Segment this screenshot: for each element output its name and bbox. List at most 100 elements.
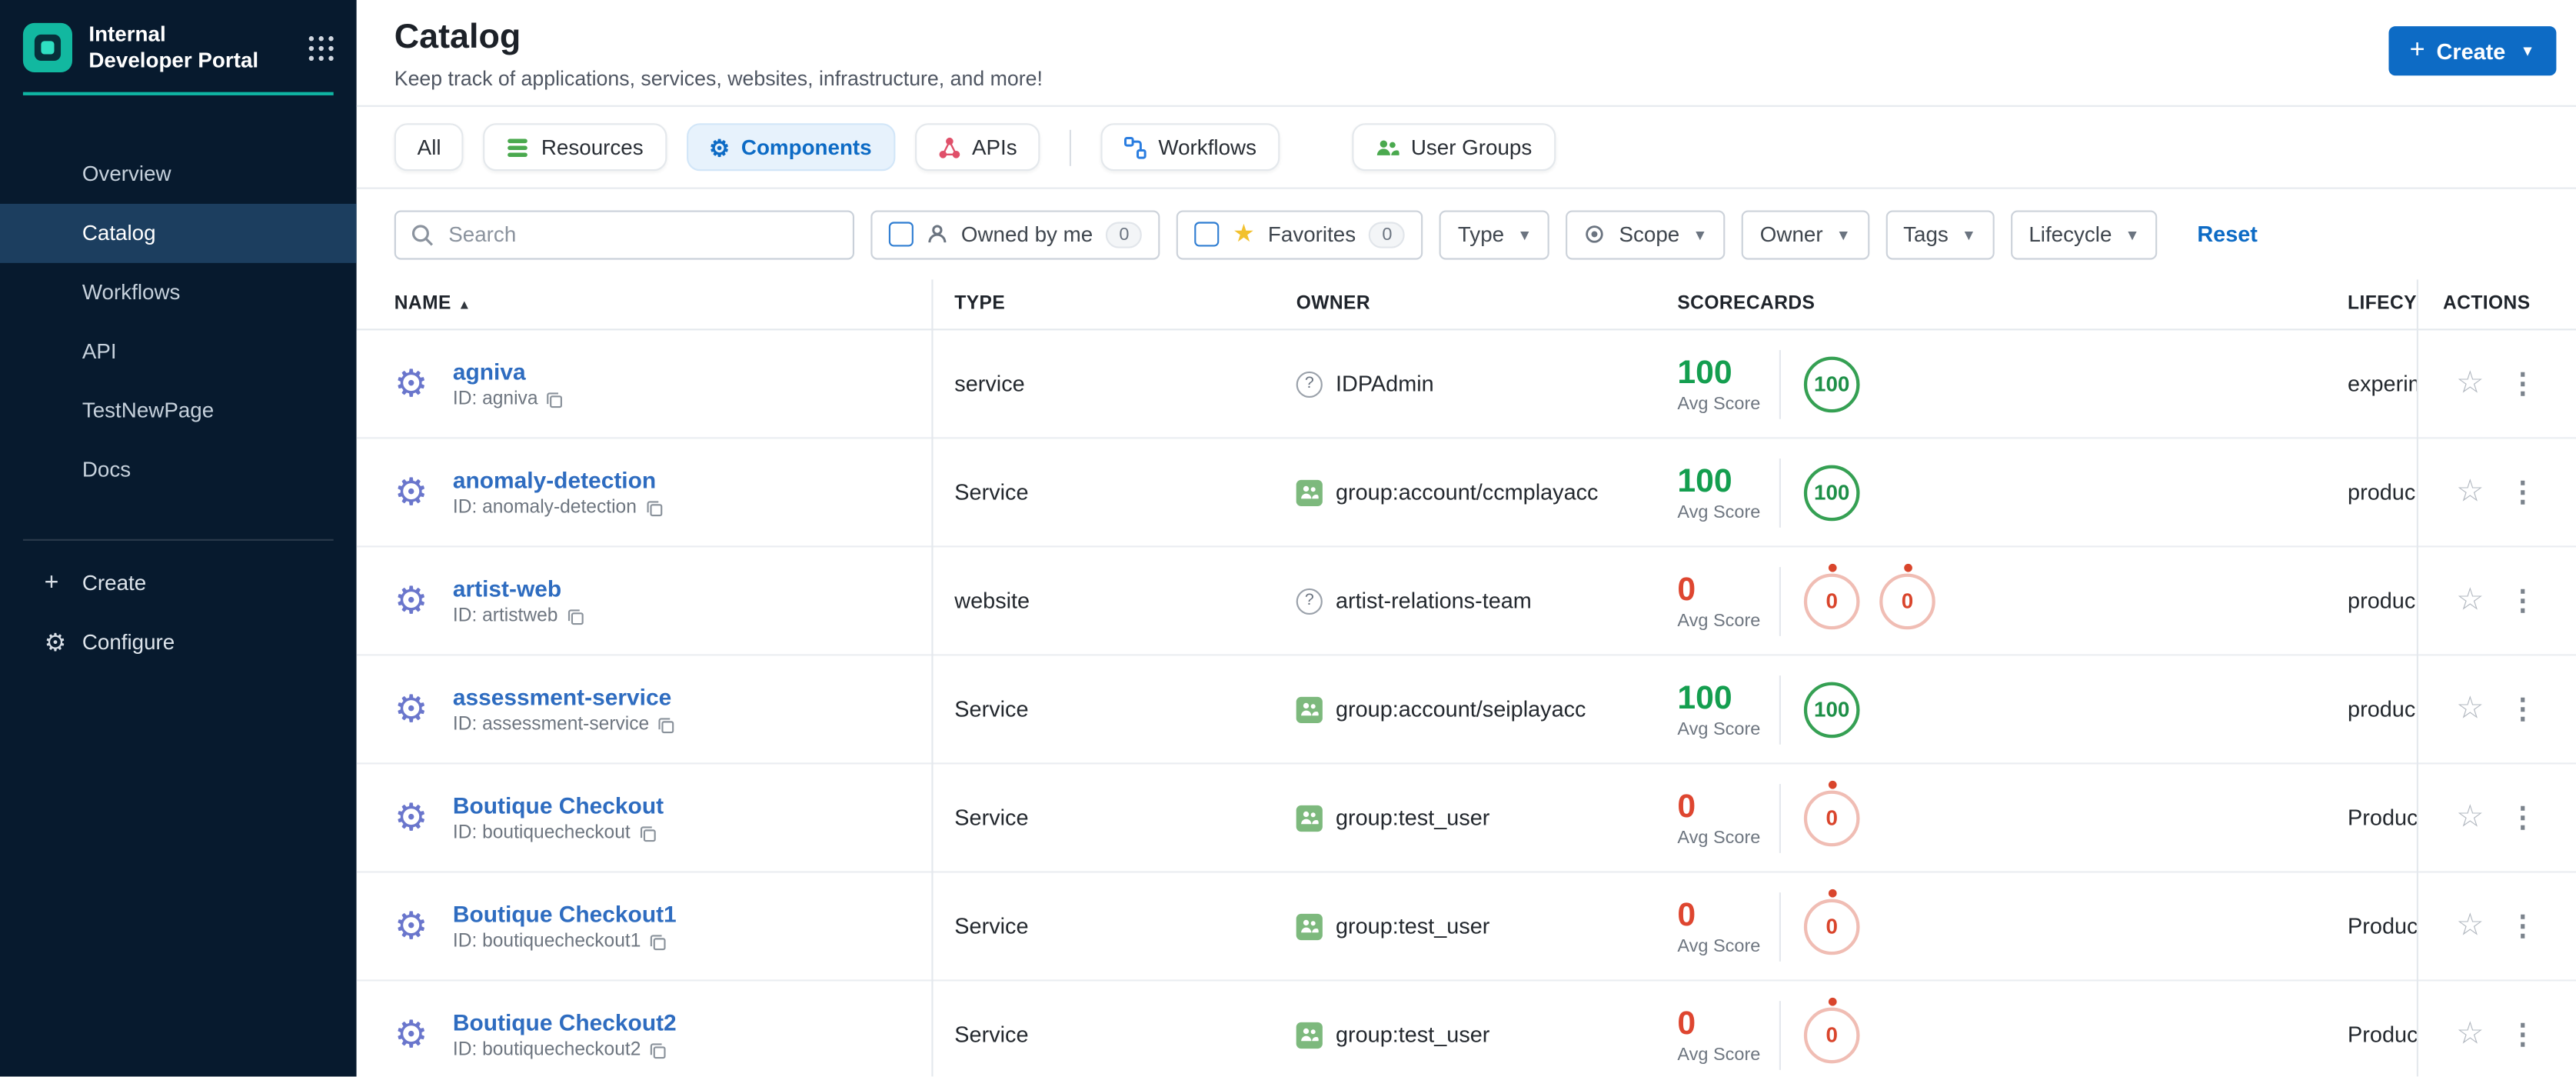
table-row[interactable]: ⚙ Boutique Checkout2 ID: boutiquecheckout2…	[356, 981, 2576, 1077]
owner-name: group:test_user	[1335, 913, 1490, 939]
favorites-filter[interactable]: ★ Favorites 0	[1177, 209, 1424, 259]
table-row[interactable]: ⚙ Boutique Checkout1 ID: boutiquecheckout1…	[356, 872, 2576, 982]
favorite-star-button[interactable]: ☆	[2456, 800, 2484, 835]
sidebar-configure-button[interactable]: ⚙ Configure	[0, 612, 357, 672]
owned-by-me-checkbox[interactable]	[888, 222, 914, 247]
owner-name: group:test_user	[1335, 1022, 1490, 1047]
scorecard-badge[interactable]: 0	[1803, 779, 1860, 846]
sidebar-item-workflows[interactable]: Workflows	[82, 279, 181, 305]
component-name-link[interactable]: assessment-service	[452, 683, 672, 710]
component-gear-icon: ⚙	[394, 795, 428, 839]
catalog-table: NAME▲ TYPE OWNER SCORECARDS LIFECYC ACTI…	[356, 279, 2576, 1077]
table-row[interactable]: ⚙ agniva ID: agniva service? IDPAdmin 100 Avg …	[356, 330, 2576, 439]
row-menu-button[interactable]: ⋮	[2508, 476, 2537, 508]
component-id: ID: agniva	[453, 389, 564, 409]
apps-grid-icon[interactable]	[308, 35, 334, 61]
favorite-star-button[interactable]: ☆	[2456, 909, 2484, 944]
component-name-link[interactable]: artist-web	[452, 575, 562, 602]
tab-all[interactable]: All	[394, 123, 464, 172]
component-name-link[interactable]: Boutique Checkout2	[452, 1009, 677, 1035]
score-divider	[1779, 783, 1781, 852]
avg-score: 0 Avg Score	[1677, 788, 1761, 848]
sidebar-create-label: Create	[82, 570, 147, 595]
owned-by-me-filter[interactable]: Owned by me 0	[870, 209, 1161, 259]
scorecard-badge[interactable]: 0	[1803, 562, 1860, 629]
row-menu-button[interactable]: ⋮	[2508, 910, 2537, 942]
component-name-link[interactable]: Boutique Checkout	[452, 792, 664, 819]
column-header-lifecycle[interactable]: LIFECYC	[2348, 294, 2417, 315]
favorite-star-button[interactable]: ☆	[2456, 1017, 2484, 1052]
component-owner: group:test_user	[1296, 804, 1678, 832]
copy-icon[interactable]	[657, 715, 676, 734]
plus-icon: +	[44, 569, 59, 597]
copy-icon[interactable]	[649, 1041, 667, 1059]
component-name-link[interactable]: Boutique Checkout1	[452, 900, 677, 927]
scorecard-badge[interactable]: 100	[1803, 355, 1860, 412]
row-menu-button[interactable]: ⋮	[2508, 802, 2537, 834]
page-subtitle: Keep track of applications, services, we…	[394, 67, 1043, 91]
component-name-link[interactable]: anomaly-detection	[452, 466, 657, 493]
row-menu-button[interactable]: ⋮	[2508, 1019, 2537, 1051]
copy-icon[interactable]	[566, 607, 584, 625]
component-lifecycle: Produc	[2348, 1022, 2417, 1047]
tab-resources[interactable]: Resources	[484, 123, 667, 172]
scope-dropdown[interactable]: Scope ▼	[1566, 209, 1726, 259]
component-name-link[interactable]: agniva	[452, 358, 526, 385]
column-divider	[931, 279, 934, 1077]
column-header-scorecards[interactable]: SCORECARDS	[1677, 294, 1816, 315]
component-id: ID: boutiquecheckout	[453, 823, 664, 843]
chevron-down-icon: ▼	[1517, 225, 1533, 243]
copy-icon[interactable]	[645, 498, 664, 517]
column-header-type[interactable]: TYPE	[954, 294, 1006, 315]
column-header-owner[interactable]: OWNER	[1296, 294, 1371, 315]
scorecard-badge[interactable]: 100	[1803, 464, 1860, 521]
search-icon	[411, 222, 434, 245]
row-menu-button[interactable]: ⋮	[2508, 368, 2537, 400]
component-id: ID: boutiquecheckout1	[453, 932, 677, 952]
scorecard-badges: 0	[1803, 996, 1860, 1063]
scorecard-badge[interactable]: 0	[1803, 996, 1860, 1063]
search-input[interactable]	[444, 220, 838, 248]
copy-icon[interactable]	[546, 390, 564, 408]
row-menu-button[interactable]: ⋮	[2508, 585, 2537, 617]
copy-icon[interactable]	[638, 824, 657, 842]
scorecard-badge[interactable]: 0	[1803, 888, 1860, 955]
favorites-checkbox[interactable]	[1194, 222, 1220, 247]
sidebar-create-button[interactable]: + Create	[0, 553, 357, 612]
app-logo[interactable]	[22, 23, 73, 73]
table-row[interactable]: ⚙ artist-web ID: artistweb website? artist-r…	[356, 547, 2576, 656]
favorite-star-button[interactable]: ☆	[2456, 583, 2484, 619]
tab-workflows[interactable]: Workflows	[1100, 123, 1280, 172]
type-dropdown[interactable]: Type ▼	[1439, 209, 1550, 259]
sidebar-item-testnewpage[interactable]: TestNewPage	[82, 398, 215, 423]
sidebar-item-catalog[interactable]: Catalog	[0, 202, 357, 262]
table-row[interactable]: ⚙ assessment-service ID: assessment-servic…	[356, 655, 2576, 765]
table-body: ⚙ agniva ID: agniva service? IDPAdmin 100 Avg …	[356, 330, 2576, 1077]
lifecycle-dropdown[interactable]: Lifecycle ▼	[2010, 209, 2158, 259]
tab-components[interactable]: ⚙ Components	[686, 123, 895, 172]
reset-filters-link[interactable]: Reset	[2197, 222, 2258, 247]
sidebar-item-docs[interactable]: Docs	[82, 456, 131, 482]
column-header-name[interactable]: NAME ▲	[394, 294, 471, 315]
favorite-star-button[interactable]: ☆	[2456, 475, 2484, 510]
favorite-star-button[interactable]: ☆	[2456, 366, 2484, 402]
owner-name: group:test_user	[1335, 805, 1490, 830]
tab-apis[interactable]: APIs	[914, 123, 1040, 172]
row-menu-button[interactable]: ⋮	[2508, 693, 2537, 725]
copy-icon[interactable]	[649, 932, 667, 951]
sidebar-item-overview[interactable]: Overview	[82, 161, 171, 186]
table-row[interactable]: ⚙ Boutique Checkout ID: boutiquecheckout Se…	[356, 764, 2576, 873]
component-gear-icon: ⚙	[394, 1012, 428, 1055]
scorecard-badge[interactable]: 0	[1879, 562, 1935, 629]
owner-dropdown[interactable]: Owner ▼	[1742, 209, 1869, 259]
tab-label: Resources	[541, 135, 644, 160]
table-row[interactable]: ⚙ anomaly-detection ID: anomaly-detection S…	[356, 438, 2576, 548]
component-gear-icon: ⚙	[394, 687, 428, 730]
sidebar-item-api[interactable]: API	[82, 338, 117, 364]
tags-dropdown[interactable]: Tags ▼	[1885, 209, 1995, 259]
favorite-star-button[interactable]: ☆	[2456, 692, 2484, 727]
tab-user-groups[interactable]: User Groups	[1351, 123, 1556, 172]
scorecard-badge[interactable]: 100	[1803, 681, 1860, 738]
create-button[interactable]: + Create ▼	[2388, 26, 2557, 76]
component-gear-icon: ⚙	[394, 362, 428, 405]
